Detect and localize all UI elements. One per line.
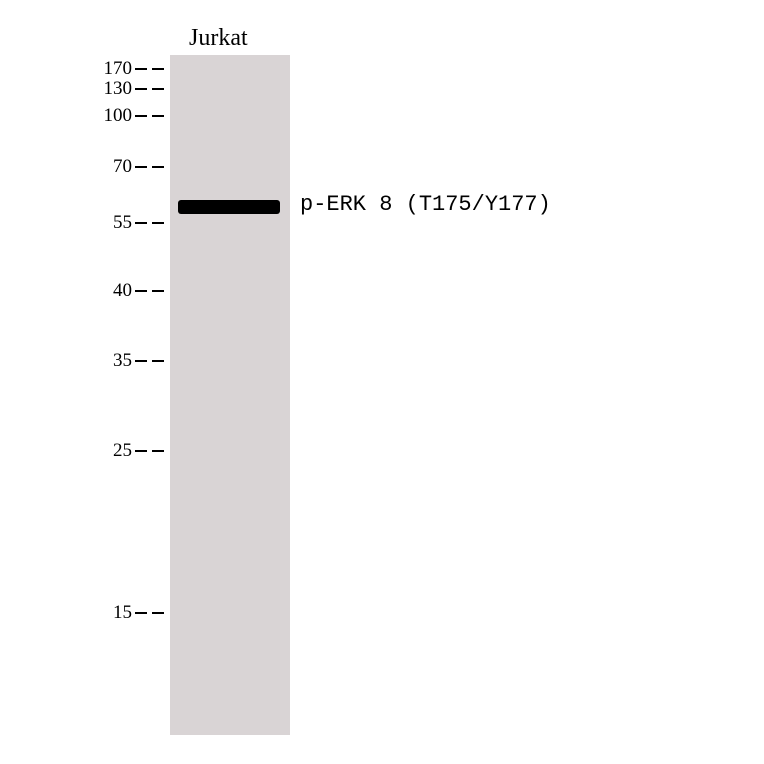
marker-tick-25 — [135, 450, 147, 452]
marker-tick-70 — [135, 166, 147, 168]
marker-tick2-170 — [152, 68, 164, 70]
marker-tick2-40 — [152, 290, 164, 292]
marker-label-170: 170 — [104, 58, 133, 80]
marker-label-35: 35 — [113, 350, 132, 372]
blot-lane — [170, 55, 290, 735]
marker-tick-35 — [135, 360, 147, 362]
marker-label-70: 70 — [113, 156, 132, 178]
sample-label: Jurkat — [189, 25, 248, 52]
marker-tick-170 — [135, 68, 147, 70]
marker-tick2-130 — [152, 88, 164, 90]
western-blot-figure: Jurkat 170130 100 70 55 40 35 25 15 p-ERK 8 (T1… — [0, 0, 764, 764]
marker-tick2-25 — [152, 450, 164, 452]
marker-tick2-15 — [152, 612, 164, 614]
marker-label-55: 55 — [113, 212, 132, 234]
marker-tick2-70 — [152, 166, 164, 168]
marker-tick-55 — [135, 222, 147, 224]
marker-tick-130 — [135, 88, 147, 90]
marker-tick-100 — [135, 115, 147, 117]
marker-tick2-55 — [152, 222, 164, 224]
marker-label-100: 100 — [104, 105, 133, 127]
marker-label-25: 25 — [113, 440, 132, 462]
marker-tick2-100 — [152, 115, 164, 117]
marker-tick-15 — [135, 612, 147, 614]
marker-tick-40 — [135, 290, 147, 292]
marker-label-15: 15 — [113, 602, 132, 624]
band-label: p-ERK 8 (T175/Y177) — [300, 192, 551, 217]
marker-label-130: 130 — [104, 78, 133, 100]
marker-tick2-35 — [152, 360, 164, 362]
protein-band — [178, 200, 280, 214]
marker-label-40: 40 — [113, 280, 132, 302]
